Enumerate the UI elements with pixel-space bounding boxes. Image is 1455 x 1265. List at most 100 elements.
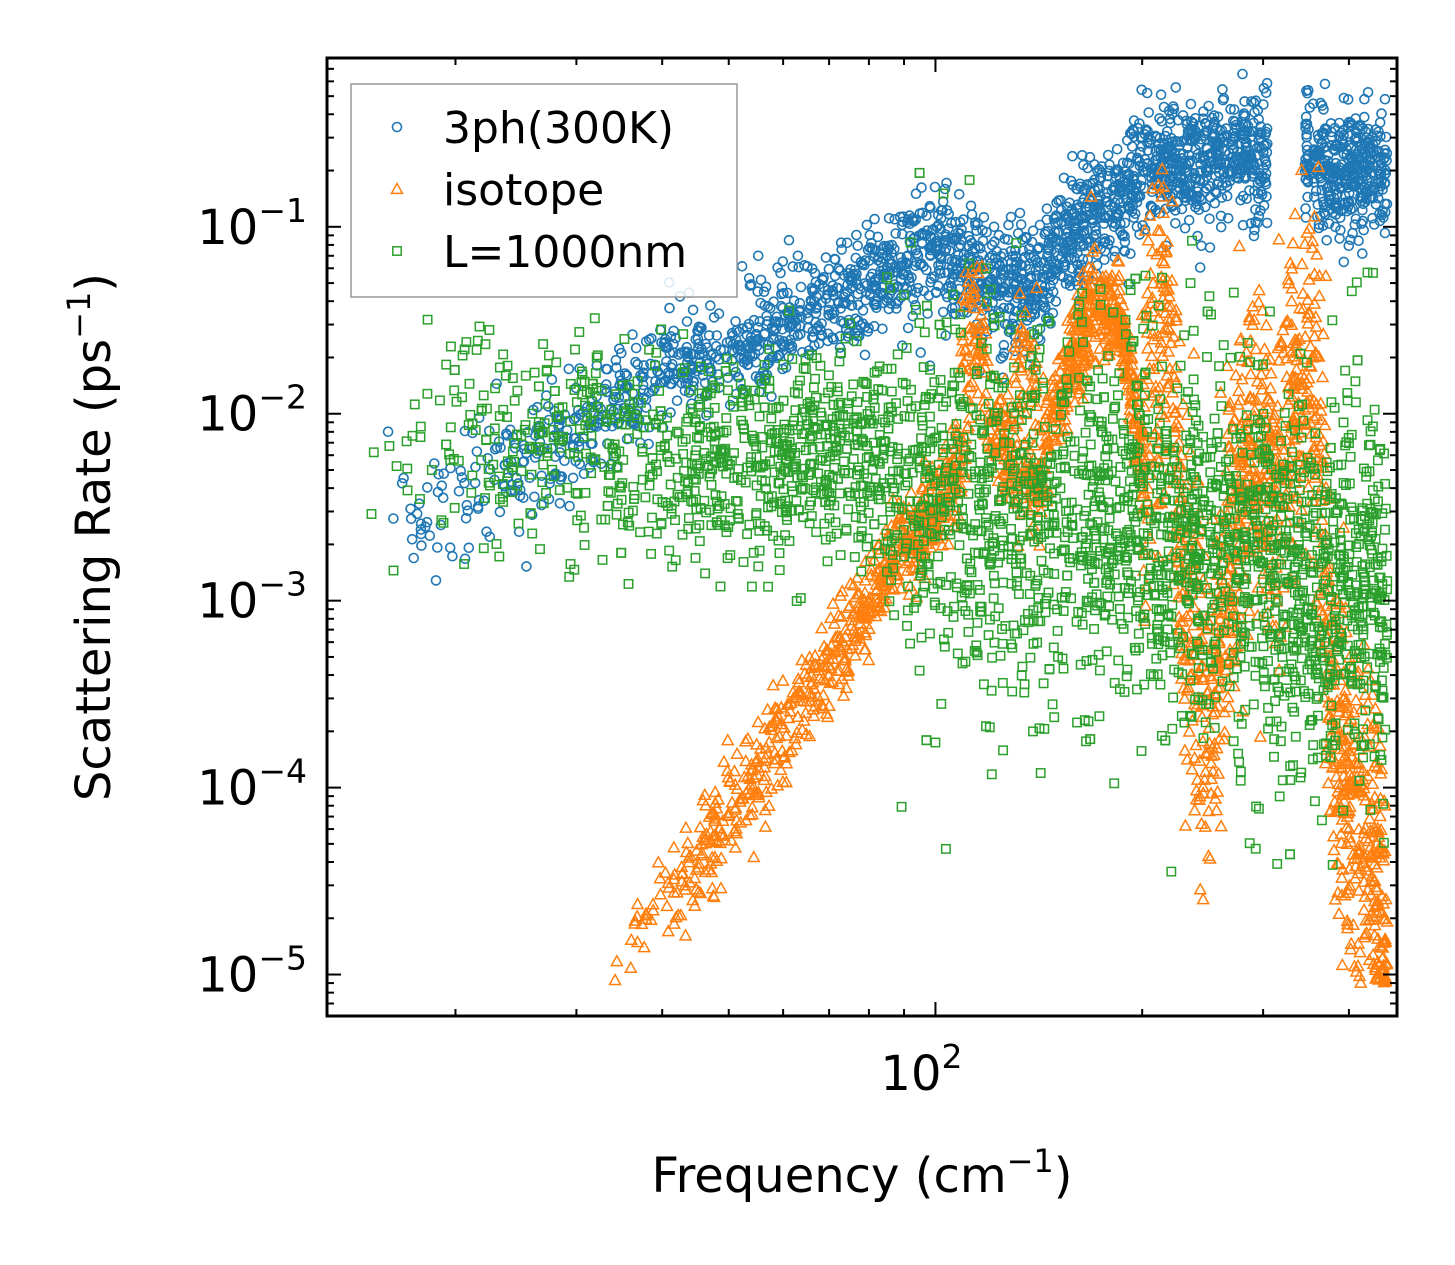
data-point [984,252,995,264]
data-point [1172,136,1183,147]
data-point [966,209,978,220]
data-point [682,855,696,868]
data-point [681,835,695,849]
data-point [1100,196,1111,208]
data-point [940,229,952,240]
data-point [666,358,678,370]
data-point [1180,407,1195,421]
data-point [1162,140,1174,152]
data-point [1378,212,1389,223]
data-point [526,509,538,521]
data-point [1190,113,1201,124]
data-point [1256,566,1271,579]
data-point [811,663,826,676]
data-point [1005,211,1017,223]
data-point [615,347,627,359]
data-point [640,394,652,405]
data-point [610,954,624,967]
data-point [781,711,796,724]
data-point [1078,159,1089,171]
data-point [741,322,753,333]
data-point [883,582,898,595]
data-point [1029,294,1040,306]
data-point [1247,312,1261,325]
data-point [935,538,950,551]
data-point [1284,317,1299,331]
data-point [1096,161,1107,172]
data-point [991,257,1002,269]
data-point [1213,385,1228,398]
data-point [1125,197,1137,208]
data-point [1050,210,1062,221]
data-point [758,769,773,782]
data-point [904,276,915,288]
data-point [1319,78,1331,90]
data-point [998,347,1010,359]
data-point [897,269,909,280]
data-point [1135,427,1149,441]
data-point [1041,214,1053,225]
data-point [766,321,778,333]
data-point [1317,220,1329,231]
data-point [1096,167,1108,178]
data-point [646,903,660,916]
data-point [1225,103,1236,115]
data-point [835,237,847,248]
data-point [901,283,913,294]
data-point [833,297,844,309]
data-point [753,741,768,754]
data-point [1245,218,1257,229]
data-point [852,330,863,342]
data-point [416,540,427,551]
data-point [1330,202,1341,213]
data-point [1196,734,1210,747]
data-point [420,521,431,533]
data-point [1274,338,1288,351]
data-point [834,330,846,342]
data-point [941,537,956,550]
data-point [844,612,859,626]
data-point [730,366,742,378]
data-point [1373,809,1387,822]
data-point [816,671,830,684]
data-point [1090,229,1102,240]
data-point [833,640,847,653]
data-point [780,697,795,710]
data-point [1263,381,1278,394]
data-point [716,813,730,826]
data-point [1126,128,1137,140]
data-point [1354,163,1366,174]
data-point [1201,171,1212,182]
data-point [1240,627,1255,640]
data-point [1167,405,1182,418]
data-point [1077,253,1089,265]
data-point [632,359,643,370]
data-point [768,700,782,713]
data-point [1228,156,1240,168]
data-point [832,663,846,676]
data-point [1089,221,1101,232]
data-point [669,910,683,923]
data-point [804,302,815,314]
data-point [1252,283,1266,296]
data-point [836,244,848,255]
data-point [1250,204,1261,215]
data-point [1364,162,1375,173]
data-point [795,722,810,735]
data-point [1352,822,1366,835]
data-point [1221,190,1233,202]
data-point [717,828,731,841]
data-point [1339,820,1354,833]
data-point [728,840,743,853]
data-point [1361,834,1376,847]
data-point [564,500,575,512]
data-point [1128,131,1140,143]
data-point [469,477,481,489]
data-point [1211,766,1226,779]
data-point [1142,145,1154,156]
data-point [819,642,834,655]
data-point [1166,329,1181,342]
data-point [1017,336,1032,349]
data-point [687,304,699,316]
data-point [1051,197,1062,208]
